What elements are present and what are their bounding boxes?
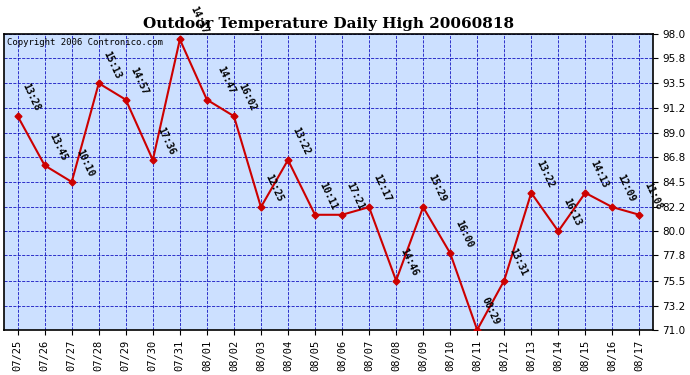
Text: 13:45: 13:45 [48,131,69,162]
Text: 13:31: 13:31 [507,246,529,277]
Title: Outdoor Temperature Daily High 20060818: Outdoor Temperature Daily High 20060818 [143,17,514,32]
Text: 17:36: 17:36 [155,126,177,157]
Text: 11:08: 11:08 [642,181,664,212]
Text: 14:57: 14:57 [128,66,150,96]
Text: 16:13: 16:13 [561,197,582,228]
Text: 12:09: 12:09 [615,173,636,204]
Text: 13:22: 13:22 [290,126,312,157]
Text: 10:11: 10:11 [317,181,339,212]
Text: 12:17: 12:17 [372,173,393,204]
Text: 14:46: 14:46 [399,246,420,277]
Text: 14:47: 14:47 [215,64,237,95]
Text: 16:00: 16:00 [453,219,474,250]
Text: 10:10: 10:10 [75,148,96,178]
Text: 15:13: 15:13 [101,49,123,80]
Text: 00:29: 00:29 [480,296,502,327]
Text: 13:22: 13:22 [534,159,555,190]
Text: 12:25: 12:25 [264,173,285,204]
Text: 14:13: 14:13 [588,159,609,190]
Text: 15:29: 15:29 [426,173,447,204]
Text: 16:02: 16:02 [237,82,258,113]
Text: 13:28: 13:28 [21,82,42,113]
Text: Copyright 2006 Contronico.com: Copyright 2006 Contronico.com [8,38,164,47]
Text: 14:17: 14:17 [188,4,210,35]
Text: 17:21: 17:21 [345,181,366,212]
